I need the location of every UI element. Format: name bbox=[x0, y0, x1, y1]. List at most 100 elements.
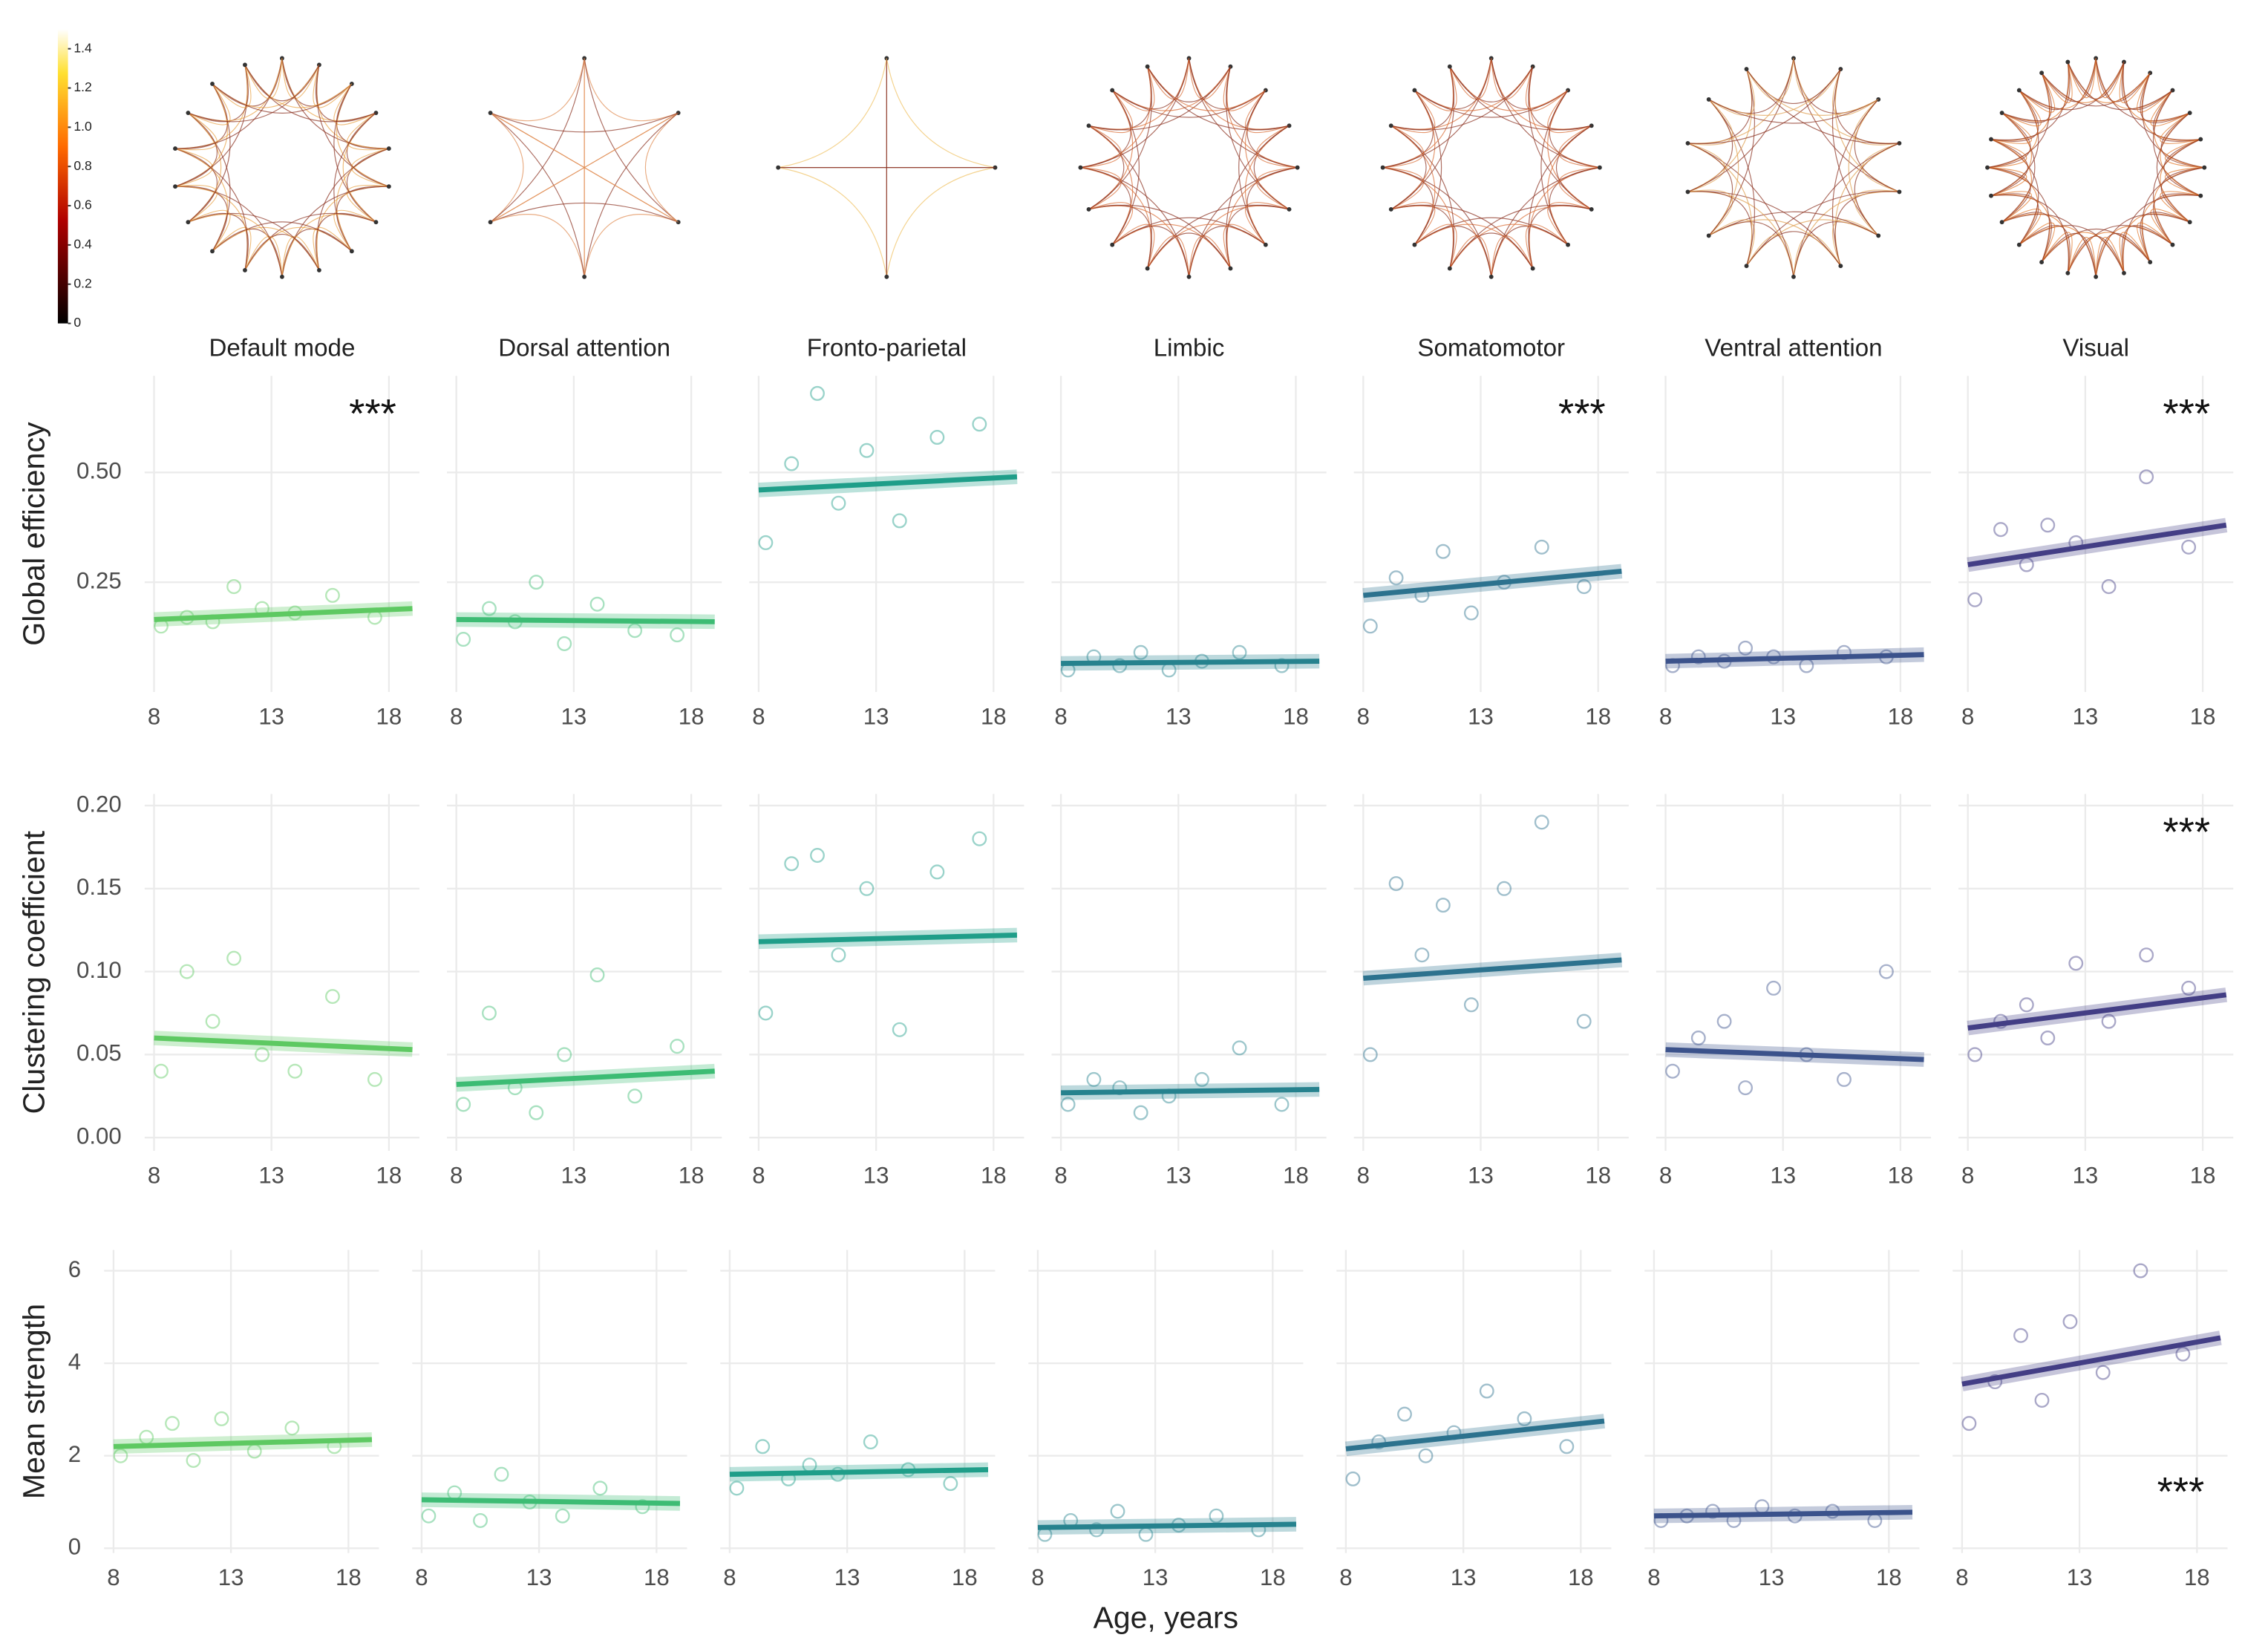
network-edge bbox=[1528, 66, 1592, 131]
network-node bbox=[2202, 165, 2207, 170]
point bbox=[2040, 1030, 2056, 1046]
network-edge bbox=[2119, 62, 2151, 103]
network-node bbox=[1287, 207, 1292, 212]
point bbox=[226, 579, 242, 595]
x-tick-label: 13 bbox=[2073, 704, 2099, 730]
x-tick-label: 8 bbox=[1961, 1163, 1974, 1189]
network-edge bbox=[1390, 125, 1454, 269]
point bbox=[1397, 1406, 1412, 1422]
network-node bbox=[2094, 274, 2099, 279]
x-tick-label: 18 bbox=[1283, 1163, 1309, 1189]
colorbar-tick-label: 1.2 bbox=[73, 79, 91, 94]
point bbox=[2068, 956, 2084, 971]
network-edge bbox=[1528, 66, 1592, 210]
network-node bbox=[210, 81, 215, 86]
network-edge bbox=[174, 112, 218, 187]
network-edge bbox=[2142, 167, 2205, 263]
network-edge bbox=[2152, 193, 2201, 246]
network-edge bbox=[2160, 112, 2201, 144]
x-tick-label: 13 bbox=[258, 1163, 284, 1189]
colorbar-tick-label: 0.8 bbox=[73, 158, 92, 173]
network-edge bbox=[2001, 214, 2097, 277]
network-edge bbox=[1390, 58, 1492, 130]
point bbox=[1576, 579, 1592, 595]
network-edge bbox=[1080, 167, 1122, 210]
network-edge bbox=[1223, 66, 1267, 111]
point bbox=[1060, 1097, 1076, 1112]
network-edge bbox=[1491, 235, 1534, 277]
network-edge bbox=[2067, 58, 2097, 99]
network-node bbox=[1566, 242, 1570, 247]
fit-line bbox=[1345, 1418, 1605, 1452]
point bbox=[859, 443, 875, 458]
x-tick-label: 8 bbox=[752, 704, 765, 730]
network-edge bbox=[1390, 204, 1534, 269]
network-node bbox=[2039, 71, 2045, 76]
network-edge bbox=[1491, 58, 1592, 130]
fit-line bbox=[1961, 1335, 2221, 1387]
point bbox=[1517, 1411, 1532, 1426]
y-tick-label: 0 bbox=[68, 1534, 81, 1560]
network-edge bbox=[174, 148, 213, 187]
network-edge bbox=[336, 83, 389, 149]
point bbox=[1388, 570, 1404, 586]
x-tick-label: 13 bbox=[2067, 1564, 2093, 1590]
x-tick-label: 8 bbox=[148, 1163, 160, 1189]
point bbox=[529, 1105, 544, 1120]
network-node bbox=[280, 274, 284, 279]
network-edge bbox=[1547, 202, 1592, 246]
network-edge bbox=[1793, 221, 1879, 277]
network-edge bbox=[212, 228, 283, 277]
network-edge bbox=[1390, 66, 1534, 131]
point bbox=[1559, 1439, 1575, 1455]
network-edge bbox=[2041, 229, 2151, 263]
network-edge bbox=[1226, 66, 1298, 169]
significance: *** bbox=[2157, 1468, 2205, 1514]
network-edge bbox=[778, 58, 887, 169]
network-edge bbox=[244, 58, 283, 99]
network-edge bbox=[1746, 68, 1879, 116]
point bbox=[929, 864, 945, 880]
point bbox=[2139, 469, 2154, 485]
network-edge bbox=[281, 214, 376, 277]
network-edge bbox=[2150, 208, 2190, 246]
significance: *** bbox=[2163, 390, 2210, 436]
network-edge bbox=[1449, 235, 1492, 277]
network-edge bbox=[1793, 58, 1900, 192]
point bbox=[2175, 1346, 2191, 1362]
network-node bbox=[1999, 220, 2004, 225]
network-edge bbox=[2165, 138, 2205, 169]
x-tick-label: 13 bbox=[1451, 1564, 1477, 1590]
network-edge bbox=[490, 58, 585, 122]
network-edge bbox=[2137, 222, 2173, 263]
x-tick-label: 18 bbox=[981, 1163, 1007, 1189]
fit-line bbox=[1665, 1047, 1924, 1062]
network-edge bbox=[490, 112, 679, 133]
network-edge bbox=[1687, 68, 1841, 145]
network-node bbox=[1744, 264, 1749, 269]
point bbox=[1967, 1047, 1983, 1062]
network-edge bbox=[2160, 167, 2205, 223]
network-edge bbox=[2019, 224, 2125, 274]
network-edge bbox=[2041, 232, 2073, 273]
x-tick-label: 18 bbox=[981, 704, 1007, 730]
network-edge bbox=[346, 184, 389, 223]
network-node bbox=[210, 249, 215, 254]
point bbox=[1993, 522, 2008, 538]
fit-line bbox=[1967, 992, 2227, 1031]
network-node bbox=[1985, 165, 1990, 170]
network-edge bbox=[212, 65, 252, 108]
network-edge bbox=[244, 233, 320, 271]
point bbox=[154, 1063, 169, 1079]
fit-line bbox=[1363, 957, 1622, 981]
x-tick-label: 18 bbox=[336, 1564, 362, 1590]
network-edge bbox=[281, 58, 320, 99]
point bbox=[1479, 1383, 1494, 1399]
network-edge bbox=[2095, 214, 2190, 277]
point bbox=[421, 1508, 437, 1524]
network-edge bbox=[174, 148, 228, 252]
network-edge bbox=[1390, 202, 1436, 246]
x-tick-label: 8 bbox=[450, 704, 463, 730]
network-edge bbox=[1111, 223, 1155, 269]
